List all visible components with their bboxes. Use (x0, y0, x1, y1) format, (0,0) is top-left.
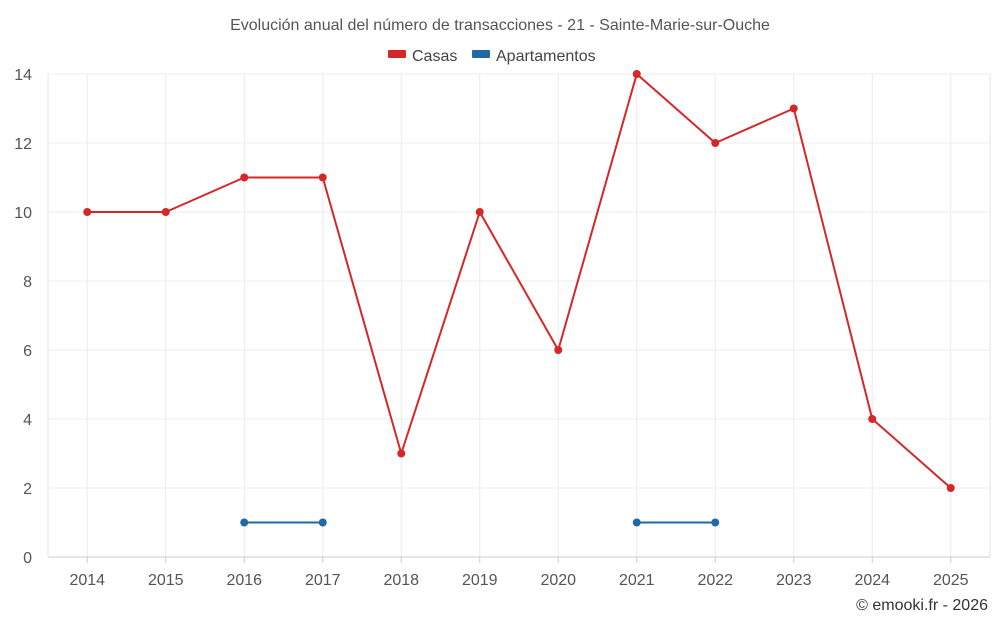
data-point-casas[interactable] (554, 346, 563, 354)
legend-label-casas[interactable]: Casas (412, 48, 457, 65)
series-casas (83, 70, 955, 492)
data-point-casas[interactable] (789, 104, 798, 113)
x-tick-label: 2017 (305, 572, 341, 589)
legend: Casas Apartamentos (388, 48, 596, 65)
x-tick-label: 2023 (776, 572, 812, 589)
data-point-casas[interactable] (83, 208, 92, 216)
data-point-casas[interactable] (711, 139, 720, 147)
y-tick-label: 14 (14, 67, 32, 84)
series-line-casas (87, 73, 952, 489)
y-tick-label: 10 (14, 205, 32, 222)
x-tick-label: 2014 (69, 572, 105, 589)
legend-swatch-casas (388, 50, 406, 58)
data-point-apartamentos[interactable] (318, 518, 327, 527)
x-tick-label: 2019 (462, 572, 498, 589)
data-point-casas[interactable] (397, 449, 406, 458)
gridlines (48, 73, 990, 557)
legend-label-apartamentos[interactable]: Apartamentos (496, 48, 596, 65)
data-point-apartamentos[interactable] (711, 518, 720, 527)
series-apartamentos (240, 518, 720, 527)
series (83, 70, 955, 527)
data-point-casas[interactable] (318, 173, 327, 182)
x-tick-label: 2022 (697, 572, 733, 589)
x-tick-label: 2021 (619, 572, 655, 589)
credit-text: © emooki.fr - 2026 (856, 597, 988, 614)
x-tick-label: 2020 (540, 572, 576, 589)
data-point-apartamentos[interactable] (632, 518, 641, 527)
x-tick-label: 2025 (933, 572, 969, 589)
data-point-casas[interactable] (161, 208, 170, 216)
y-tick-label: 6 (23, 343, 32, 360)
x-tick-label: 2016 (226, 572, 262, 589)
y-tick-label: 4 (23, 412, 32, 429)
x-tick-label: 2018 (383, 572, 419, 589)
x-tick-label: 2024 (854, 572, 890, 589)
axes: 0 2 4 6 8 10 12 14 2014 2015 2016 2017 2018 2019 2020 2… (14, 67, 991, 589)
data-point-apartamentos[interactable] (240, 518, 249, 527)
legend-swatch-apartamentos (472, 50, 490, 58)
data-point-casas[interactable] (868, 415, 877, 423)
data-point-casas[interactable] (475, 208, 484, 216)
chart-title: Evolución anual del número de transaccio… (230, 17, 770, 34)
y-tick-label: 2 (23, 481, 32, 498)
y-tick-label: 0 (23, 550, 32, 567)
y-tick-label: 12 (14, 136, 32, 153)
y-tick-label: 8 (23, 274, 32, 291)
data-point-casas[interactable] (946, 484, 955, 492)
x-tick-label: 2015 (148, 572, 184, 589)
data-point-casas[interactable] (240, 173, 249, 182)
data-point-casas[interactable] (632, 70, 641, 78)
